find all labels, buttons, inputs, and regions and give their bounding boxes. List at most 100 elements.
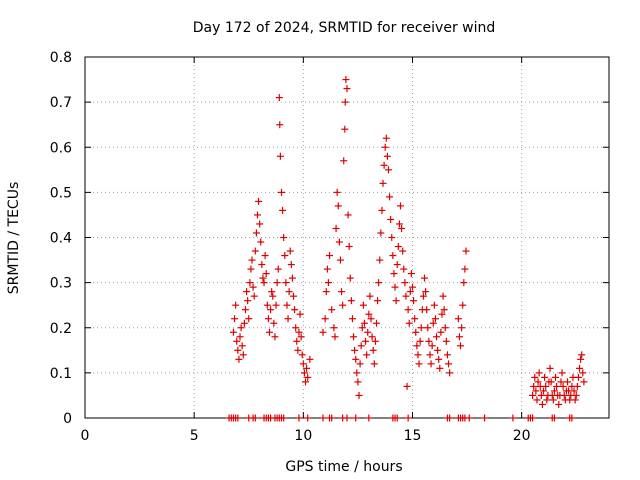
data-point xyxy=(245,315,253,323)
data-point xyxy=(275,94,283,102)
data-point xyxy=(236,333,244,341)
x-tick-label: 5 xyxy=(190,428,199,444)
data-point xyxy=(394,243,402,251)
data-point xyxy=(334,202,342,210)
data-point xyxy=(284,315,292,323)
data-point xyxy=(564,378,572,386)
data-point xyxy=(381,143,389,151)
data-point xyxy=(560,391,568,399)
data-point xyxy=(251,247,259,255)
data-point xyxy=(393,261,401,269)
data-point xyxy=(300,369,308,377)
data-point xyxy=(345,243,353,251)
data-point xyxy=(398,224,406,232)
data-point xyxy=(258,261,266,269)
data-point xyxy=(252,229,260,237)
x-tick-label: 0 xyxy=(81,428,90,444)
data-point xyxy=(279,206,287,214)
data-point xyxy=(366,292,374,300)
data-point xyxy=(455,333,463,341)
data-point xyxy=(288,274,296,282)
data-point xyxy=(414,351,422,359)
data-point xyxy=(264,315,272,323)
data-point xyxy=(530,382,538,390)
data-point xyxy=(319,328,327,336)
data-point xyxy=(380,161,388,169)
data-point xyxy=(465,414,473,422)
data-point xyxy=(299,360,307,368)
data-point xyxy=(249,283,257,291)
data-point xyxy=(331,333,339,341)
data-point xyxy=(272,301,280,309)
data-point xyxy=(371,337,379,345)
data-point xyxy=(332,224,340,232)
data-point xyxy=(436,364,444,372)
data-point xyxy=(251,414,259,422)
data-point xyxy=(384,166,392,174)
data-point xyxy=(424,324,432,332)
data-point xyxy=(458,324,466,332)
grid-layer xyxy=(85,57,609,418)
data-point xyxy=(335,238,343,246)
data-point xyxy=(352,355,360,363)
data-point xyxy=(541,373,549,381)
data-point xyxy=(376,256,384,264)
data-point xyxy=(549,396,557,404)
x-axis-label: GPS time / hours xyxy=(285,459,402,475)
data-point xyxy=(409,283,416,291)
data-point xyxy=(324,279,332,287)
data-point xyxy=(250,292,258,300)
data-point xyxy=(351,346,359,354)
data-point xyxy=(285,288,293,296)
data-point xyxy=(378,206,386,214)
data-point xyxy=(531,373,539,381)
data-point xyxy=(364,328,372,336)
data-point xyxy=(572,391,580,399)
data-point xyxy=(402,292,410,300)
data-point xyxy=(460,279,468,287)
data-point xyxy=(437,328,445,336)
data-point xyxy=(540,387,547,395)
data-point xyxy=(256,220,264,228)
data-point xyxy=(546,364,554,372)
data-point xyxy=(441,324,449,332)
data-point xyxy=(262,270,270,278)
data-point xyxy=(389,252,397,260)
data-point xyxy=(281,252,289,260)
data-point xyxy=(233,337,241,345)
data-point xyxy=(283,301,291,309)
data-point xyxy=(239,351,247,359)
data-point xyxy=(326,252,334,260)
data-point xyxy=(343,85,351,93)
data-point xyxy=(390,270,398,278)
data-point xyxy=(404,306,412,314)
data-point xyxy=(383,152,391,160)
y-tick-label: 0.8 xyxy=(50,50,72,66)
data-point xyxy=(302,378,310,386)
data-point xyxy=(433,333,441,341)
y-axis-label: SRMTID / TECUs xyxy=(6,182,22,295)
data-point xyxy=(359,301,367,309)
data-point xyxy=(550,387,558,395)
data-point xyxy=(416,337,424,345)
data-point xyxy=(231,315,239,323)
data-point xyxy=(319,414,327,422)
chart-title: Day 172 of 2024, SRMTID for receiver win… xyxy=(193,20,496,36)
data-point xyxy=(333,188,341,196)
data-point xyxy=(352,414,360,422)
data-point xyxy=(321,315,329,323)
data-point xyxy=(241,306,249,314)
data-point xyxy=(354,378,362,386)
data-point xyxy=(421,274,429,282)
data-point xyxy=(439,292,447,300)
data-point xyxy=(571,396,579,404)
data-point xyxy=(293,337,301,345)
data-point xyxy=(268,288,276,296)
data-point xyxy=(419,292,427,300)
data-point xyxy=(348,315,356,323)
data-point xyxy=(391,283,399,291)
data-point xyxy=(577,355,585,363)
data-point xyxy=(237,324,245,332)
data-point xyxy=(346,274,354,282)
